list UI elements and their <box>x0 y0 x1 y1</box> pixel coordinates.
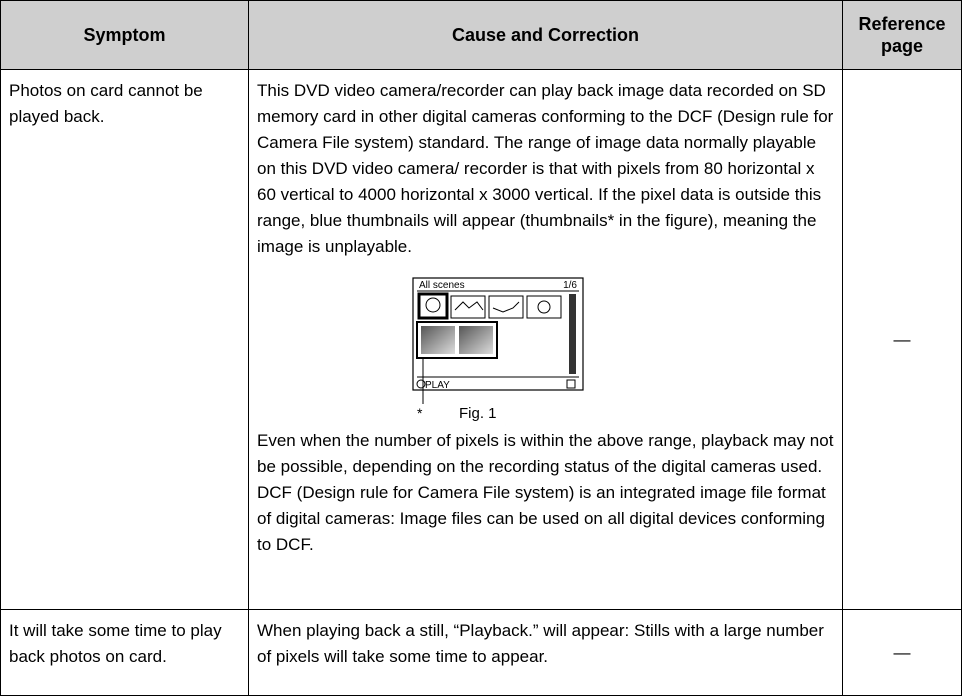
reference-cell: — <box>842 609 962 696</box>
thumbnail <box>488 295 524 319</box>
reference: — <box>893 329 911 349</box>
scrollbar <box>569 294 576 374</box>
caption: Fig. 1 <box>459 405 497 422</box>
symptom: It will take some time to play back phot… <box>9 621 222 666</box>
table-row: Photos on card cannot be played back. Th… <box>0 69 962 610</box>
figure: All scenes 1/6 PLAY <box>412 277 584 422</box>
counter: 1/6 <box>563 280 577 291</box>
symptom-cell: Photos on card cannot be played back. <box>0 69 249 610</box>
icon <box>425 297 441 313</box>
thumbnail <box>417 292 449 320</box>
play-icon <box>416 379 426 389</box>
header-cell: Reference page <box>842 0 962 70</box>
marker: * <box>417 405 423 421</box>
highlight <box>416 321 498 359</box>
thumbnail <box>450 295 486 319</box>
screen-title: All scenes <box>419 280 465 291</box>
blue-thumbnail <box>421 326 455 354</box>
table-row: It will take some time to play back phot… <box>0 609 962 696</box>
paragraph: DCF (Design rule for Camera File system)… <box>257 483 826 554</box>
header-cell: Cause and Correction <box>248 0 843 70</box>
icon <box>537 300 551 314</box>
button-label: PLAY <box>425 380 450 391</box>
header-cell: Symptom <box>0 0 249 70</box>
symptom: Photos on card cannot be played back. <box>9 81 203 126</box>
thumbnail <box>526 295 562 319</box>
icon <box>492 301 520 313</box>
card-icon <box>566 379 576 389</box>
icon <box>454 301 484 311</box>
cause-cell: This DVD video camera/recorder can play … <box>248 69 843 610</box>
reference-cell: — <box>842 69 962 610</box>
cause-cell: When playing back a still, “Playback.” w… <box>248 609 843 696</box>
paragraph: This DVD video camera/recorder can play … <box>257 81 834 256</box>
paragraph: Even when the number of pixels is within… <box>257 431 834 476</box>
symptom-cell: It will take some time to play back phot… <box>0 609 249 696</box>
paragraph: When playing back a still, “Playback.” w… <box>257 621 824 666</box>
header-row: Symptom Cause and Correction Reference p… <box>0 0 962 70</box>
blue-thumbnail <box>459 326 493 354</box>
reference: — <box>893 642 911 662</box>
